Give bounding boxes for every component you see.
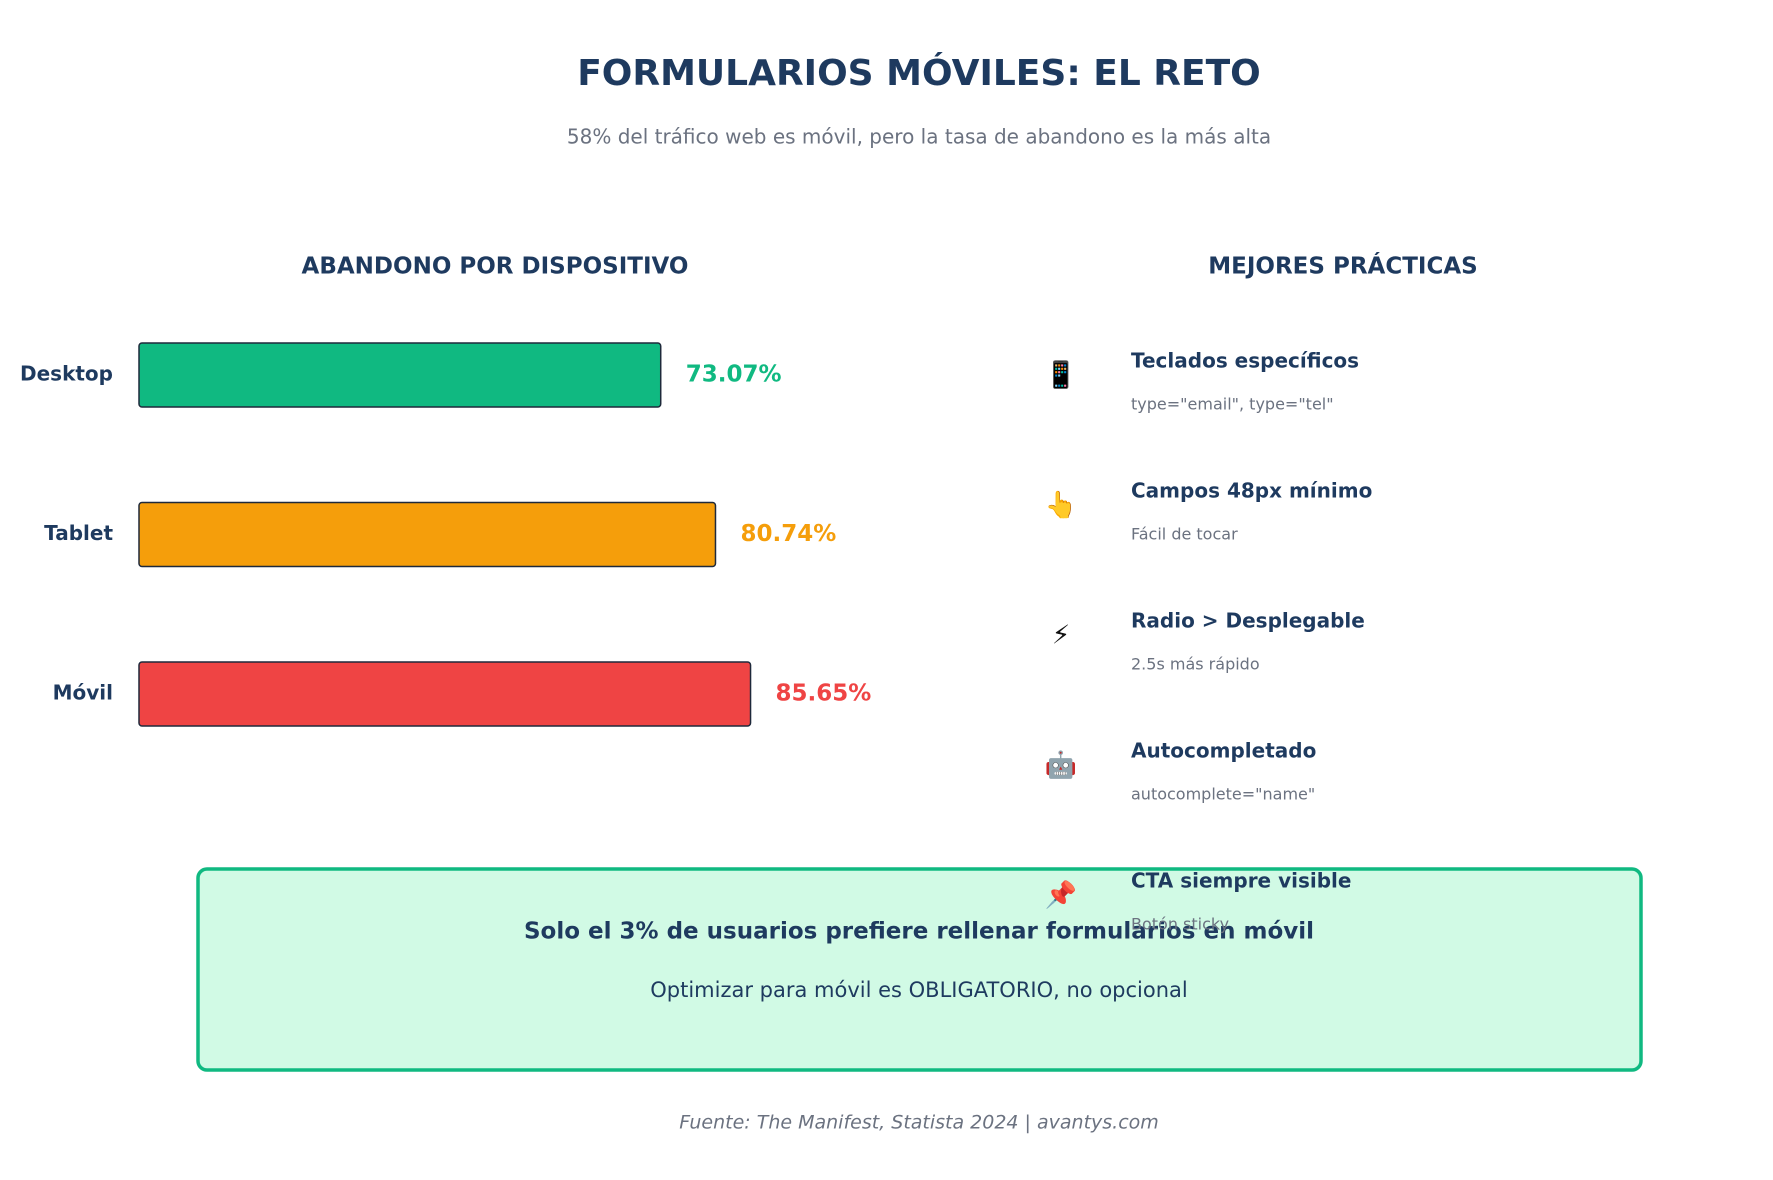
practice-title: Radio > Desplegable [1131,609,1365,633]
practice-icon: ⚡ [1052,621,1070,651]
callout-text: Optimizar para móvil es OBLIGATORIO, no … [650,978,1188,1002]
bar [138,342,662,408]
practice-title: CTA siempre visible [1131,869,1351,893]
practice-title: Autocompletado [1131,739,1316,763]
subtitle: 58% del tráfico web es móvil, pero la ta… [567,125,1271,149]
practice-description: Botón sticky [1131,915,1229,934]
practices-title: MEJORES PRÁCTICAS [1208,252,1477,280]
value-label: 73.07% [686,362,782,388]
practice-description: 2.5s más rápido [1131,655,1260,674]
callout-box [196,867,1643,1072]
category-label: Desktop [20,362,113,386]
practice-title: Campos 48px mínimo [1131,479,1372,503]
practice-description: Fácil de tocar [1131,525,1238,544]
practice-icon: 📱 [1045,360,1077,391]
chart-title: ABANDONO POR DISPOSITIVO [302,254,689,280]
value-label: 80.74% [740,521,836,547]
practice-icon: 📌 [1045,879,1077,911]
practice-icon: 🤖 [1045,750,1077,781]
practice-description: autocomplete="name" [1131,785,1315,804]
category-label: Tablet [44,521,113,545]
bar [138,661,752,727]
category-label: Móvil [53,681,113,705]
callout-title: Solo el 3% de usuarios prefiere rellenar… [524,919,1314,945]
footer: Fuente: The Manifest, Statista 2024 | av… [679,1112,1159,1134]
practice-title: Teclados específicos [1131,349,1359,373]
practice-icon: 👆 [1045,490,1077,521]
practice-description: type="email", type="tel" [1131,395,1334,414]
bar [138,501,717,568]
value-label: 85.65% [776,681,872,707]
title: FORMULARIOS MÓVILES: EL RETO [577,52,1261,94]
